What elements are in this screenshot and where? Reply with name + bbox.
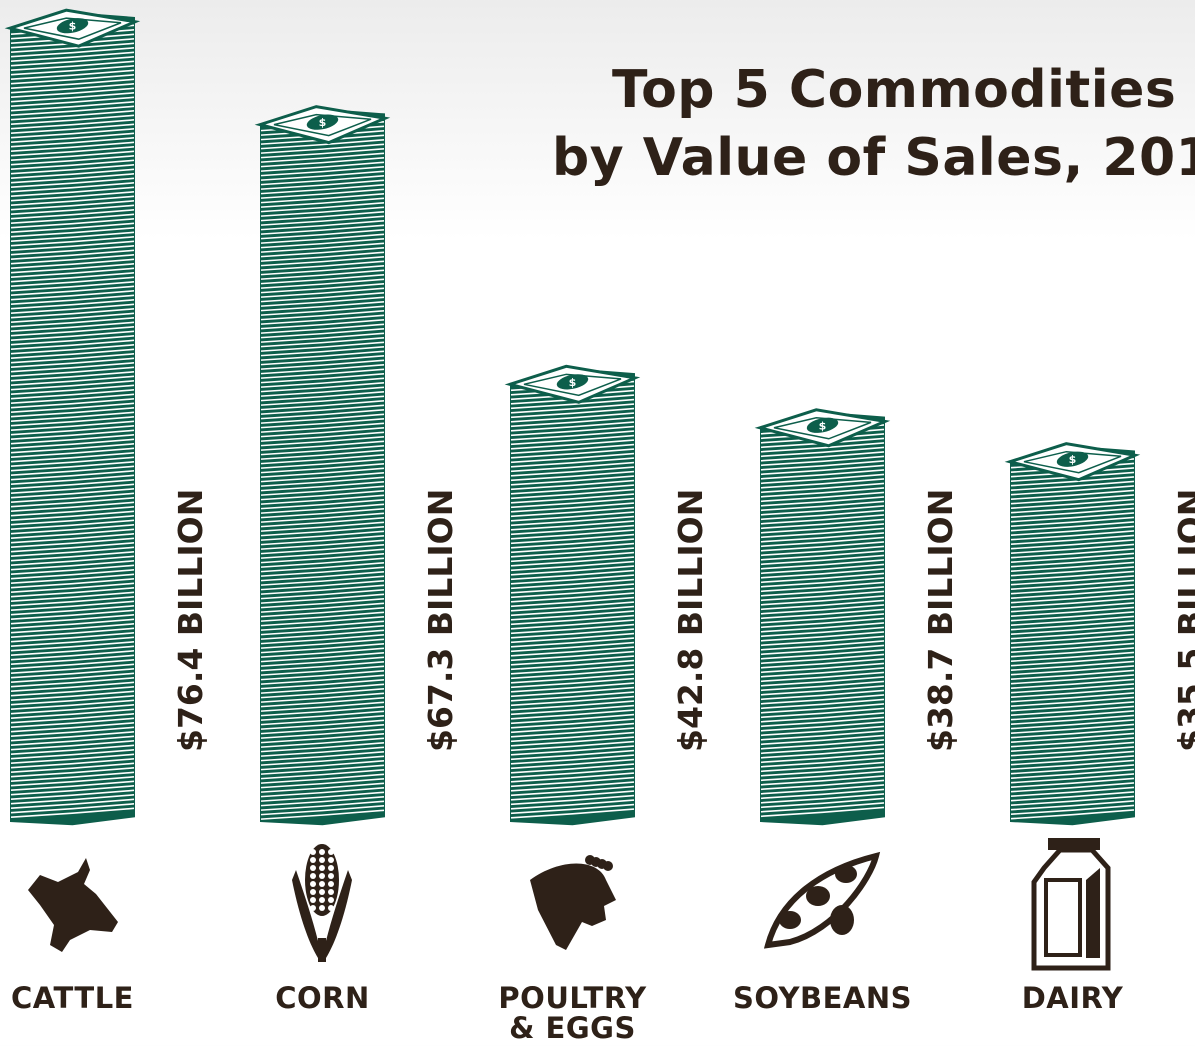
cow-icon — [28, 858, 118, 952]
value-label: $42.8 BILLION — [671, 489, 710, 752]
money-stack-bar: $ $38.7 BILLION — [754, 408, 960, 826]
value-label: $76.4 BILLION — [171, 489, 210, 752]
dollar-sign-icon: $ — [569, 376, 577, 389]
chart-title-line-2: by Value of Sales, 2012 — [552, 128, 1195, 188]
chicken-icon — [530, 855, 616, 950]
value-label: $35.5 BILLION — [1171, 489, 1195, 752]
category-label: DAIRY — [1021, 981, 1124, 1015]
category-label: SOYBEANS — [732, 981, 913, 1015]
soybean-icon — [763, 851, 881, 949]
corn-icon — [292, 844, 352, 962]
dollar-sign-icon: $ — [69, 20, 77, 33]
category-label: CATTLE — [11, 981, 134, 1015]
dollar-sign-icon: $ — [819, 419, 827, 432]
value-label: $38.7 BILLION — [921, 489, 960, 752]
milk-carton-icon — [1031, 838, 1111, 971]
category-label: CORN — [275, 981, 370, 1015]
icon-group — [28, 838, 1111, 971]
dollar-sign-icon: $ — [1069, 453, 1077, 466]
chart-title-line-1: Top 5 Commodities — [612, 60, 1177, 120]
money-stack-bar: $ $35.5 BILLION — [1004, 442, 1195, 826]
money-stack-bar: $ $42.8 BILLION — [504, 364, 710, 826]
money-stack-bar: $ $67.3 BILLION — [254, 105, 460, 826]
money-stack-bar: $ $76.4 BILLION — [4, 8, 210, 826]
dollar-sign-icon: $ — [319, 116, 327, 129]
value-label: $67.3 BILLION — [421, 489, 460, 752]
category-label: POULTRY & EGGS — [498, 981, 647, 1045]
